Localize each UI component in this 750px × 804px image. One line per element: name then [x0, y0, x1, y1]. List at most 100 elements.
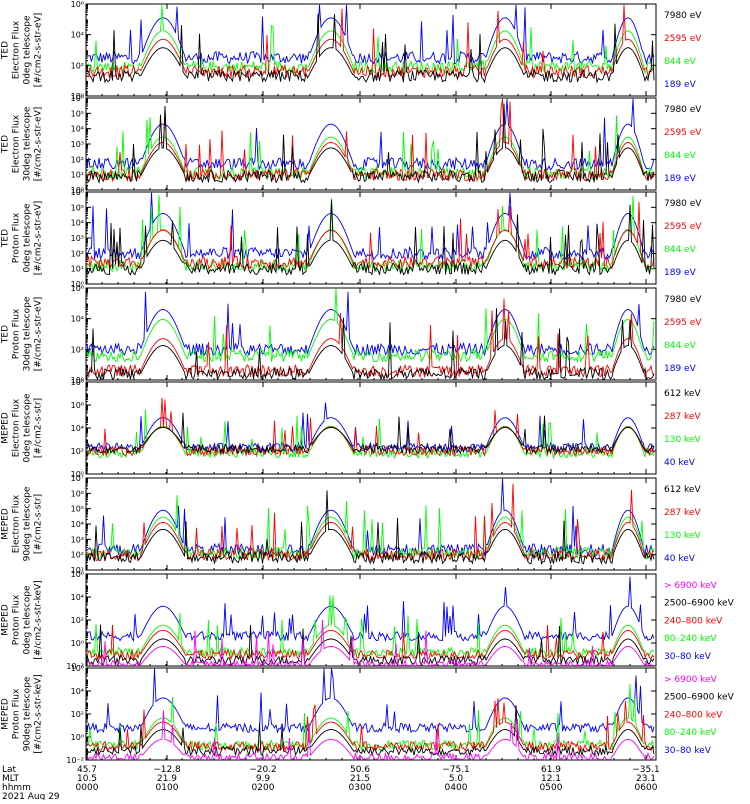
legend-entry: 2595 eV — [664, 34, 702, 44]
series-blue — [86, 98, 655, 172]
series-green — [86, 684, 655, 752]
footer-mlt: 21.5 — [350, 774, 370, 784]
footer-mlt: 9.9 — [256, 774, 271, 784]
legend-entry: 844 eV — [664, 57, 697, 67]
y-axis-label-line: [#/cm2-s-str-eV] — [34, 107, 44, 182]
y-axis-label-line: TED — [1, 135, 11, 154]
y-axis-label-line: Electron Flux — [12, 494, 22, 553]
series-blue — [86, 668, 655, 734]
series-black — [86, 103, 655, 184]
y-tick-label: 10⁵ — [71, 109, 84, 118]
footer-mlt: 23.1 — [636, 774, 656, 784]
series-black — [86, 624, 655, 666]
y-axis-label-line: [#/cm2-s-str] — [34, 398, 44, 458]
y-tick-label: 10¹ — [71, 566, 84, 575]
y-axis-label-line: [#/cm2-s-str-keV] — [34, 674, 44, 753]
footer-hhmm: 0100 — [156, 783, 179, 793]
legend-entry: 189 eV — [664, 268, 697, 278]
series-red — [86, 298, 655, 379]
legend-entry: 7980 eV — [664, 105, 702, 115]
y-axis-label-line: TED — [1, 229, 11, 248]
y-axis-label-line: MEPED — [1, 412, 11, 444]
y-axis-label: MEPED Electron Flux 90deg telescope [#/cm2-… — [1, 486, 44, 561]
y-tick-label: 10³ — [71, 234, 84, 243]
legend-entry: > 6900 keV — [664, 581, 718, 591]
series-black — [86, 490, 655, 566]
y-tick-label: 10⁻² — [66, 756, 84, 765]
panel-7: 10⁻² 10⁰ 10² 10⁴ 10⁶ MEPED Proton Flux 0deg tel… — [1, 570, 735, 671]
y-tick-label: 10⁶ — [71, 570, 84, 579]
y-axis-label-line: TED — [1, 41, 11, 60]
series-red — [86, 4, 655, 80]
legend-entry: 240–800 keV — [664, 710, 723, 720]
series-black — [86, 199, 655, 277]
y-tick-label: 10⁶ — [71, 489, 84, 498]
legend-entry: 2595 eV — [664, 128, 702, 138]
footer-hhmm: 0600 — [635, 783, 658, 793]
y-tick-label: 10⁰ — [71, 92, 84, 101]
legend-entry: 844 eV — [664, 341, 697, 351]
y-tick-label: 10⁴ — [71, 315, 84, 324]
footer-hhmm: 0400 — [445, 783, 468, 793]
footer-row-label: hhmm — [2, 783, 31, 793]
footer-hhmm: 0300 — [349, 783, 372, 793]
y-tick-label: 10² — [71, 61, 84, 70]
y-axis-label: MEPED Proton Flux 0deg telescope [#/cm2-s-s… — [1, 580, 44, 659]
y-tick-label: 10² — [71, 447, 84, 456]
series-black — [86, 13, 655, 84]
series-blue — [86, 4, 655, 66]
series-green — [86, 495, 655, 561]
y-tick-label: 10⁴ — [71, 687, 84, 696]
y-axis-label-line: Electron Flux — [12, 20, 22, 79]
y-axis-label-line: Proton Flux — [12, 594, 22, 645]
series-black — [86, 705, 655, 758]
panel-2: 10⁰ 10¹ 10² 10³ 10⁴ 10⁵ 10⁶ TED Electron Flux 30d… — [1, 94, 703, 195]
legend-entry: 844 eV — [664, 151, 697, 161]
series-magenta — [86, 619, 654, 668]
y-tick-label: 10⁶ — [71, 664, 84, 673]
legend-entry: 240–800 keV — [664, 616, 723, 626]
y-tick-label: 10⁴ — [71, 219, 84, 228]
y-tick-label: 10⁴ — [71, 424, 84, 433]
legend-entry: 2595 eV — [664, 222, 702, 232]
y-axis-label-line: 0deg telescope — [23, 393, 33, 463]
y-tick-label: 10⁴ — [71, 593, 84, 602]
footer-lat: −12.8 — [153, 765, 181, 775]
series-green — [86, 409, 655, 460]
y-axis-label-line: [#/cm2-s-str] — [34, 494, 44, 554]
legend-entry: > 6900 keV — [664, 675, 718, 685]
panel-1: 10⁰ 10² 10⁴ 10⁶ TED Electron Flux 0deg telesco… — [1, 0, 703, 101]
footer-lat: −35.1 — [632, 765, 660, 775]
y-tick-label: 10⁰ — [71, 470, 84, 479]
legend-entry: 7980 eV — [664, 199, 702, 209]
y-tick-label: 10⁰ — [71, 186, 84, 195]
y-tick-label: 10⁰ — [71, 639, 84, 648]
y-tick-label: 10⁶ — [71, 94, 84, 103]
y-axis-label-line: TED — [1, 325, 11, 344]
series-red — [86, 201, 655, 270]
y-axis-label-line: Proton Flux — [12, 688, 22, 739]
series-black — [86, 308, 655, 381]
y-tick-label: 10⁰ — [71, 280, 84, 289]
panel-8: 10⁻² 10⁰ 10² 10⁴ 10⁶ MEPED Proton Flux 90deg te… — [1, 664, 735, 765]
legend-entry: 2595 eV — [664, 318, 702, 328]
y-tick-label: 10⁶ — [71, 401, 84, 410]
y-axis-label-line: [#/cm2-s-str-eV] — [34, 13, 44, 88]
series-blue — [86, 291, 655, 357]
panel-frame — [85, 287, 657, 381]
legend-entry: 612 keV — [664, 485, 701, 495]
footer-mlt: 21.9 — [157, 774, 177, 784]
footer-hhmm: 0000 — [76, 783, 99, 793]
footer-mlt: 10.5 — [77, 774, 97, 784]
series-green — [86, 5, 655, 75]
y-axis-label-line: Electron Flux — [12, 114, 22, 173]
y-axis-label: MEPED Proton Flux 90deg telescope [#/cm2-s-… — [1, 674, 44, 753]
y-tick-label: 10³ — [71, 535, 84, 544]
y-axis-label-line: MEPED — [1, 698, 11, 730]
y-axis-label-line: MEPED — [1, 604, 11, 636]
legend-entry: 80–240 keV — [664, 634, 717, 644]
y-tick-label: 10⁵ — [71, 505, 84, 514]
